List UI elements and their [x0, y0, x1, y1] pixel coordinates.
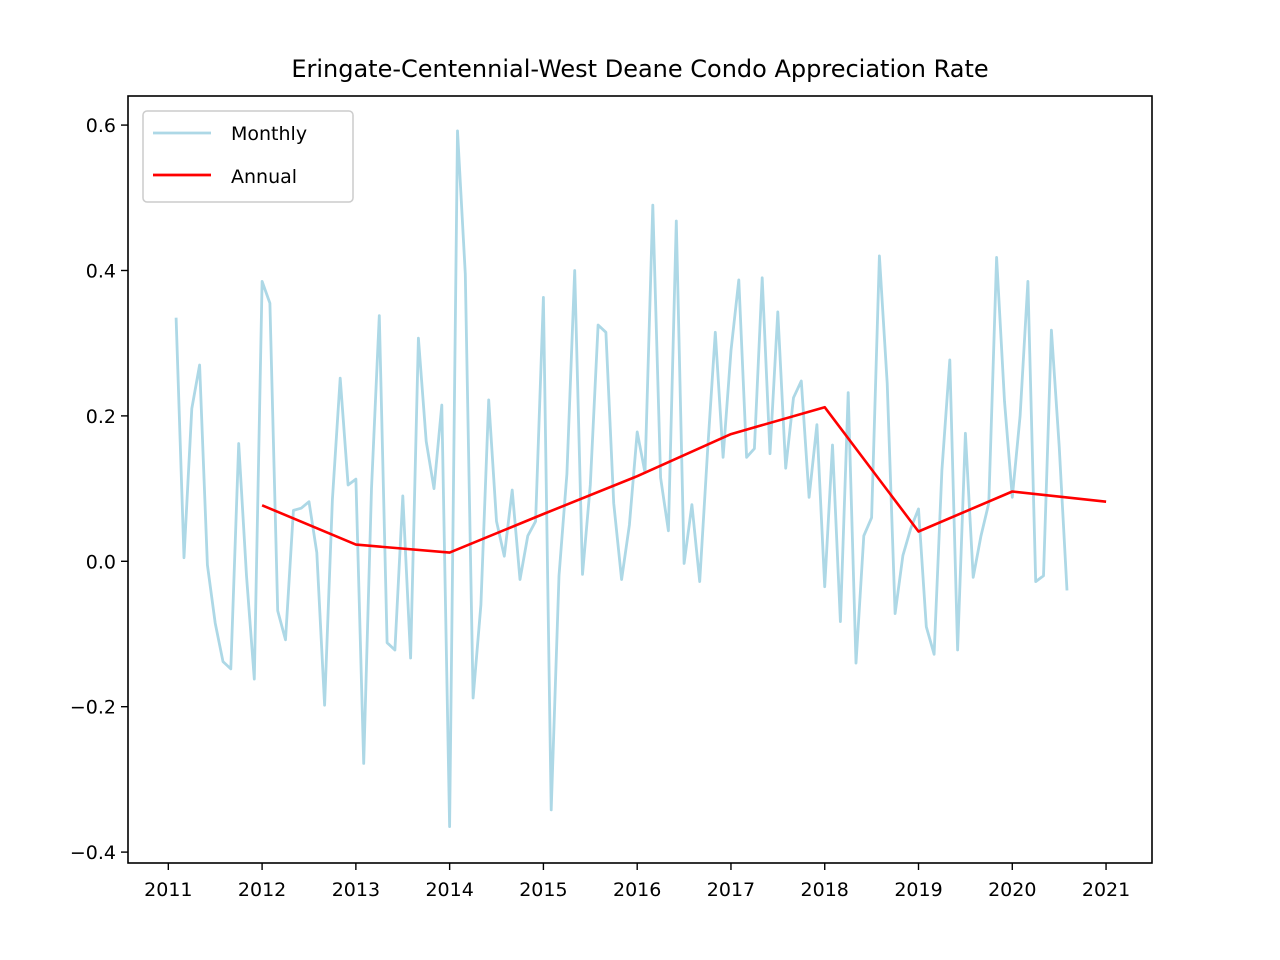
x-tick-label-2017: 2017 — [707, 879, 755, 901]
legend: Monthly Annual — [142, 110, 354, 203]
x-axis: 2011 2012 2013 2014 2015 2016 2017 2018 2019 2020… — [144, 863, 1130, 901]
x-tick-label-2013: 2013 — [332, 879, 380, 901]
legend-label-annual: Annual — [231, 166, 297, 188]
y-tick-label-2: 0.0 — [86, 551, 116, 573]
y-tick-label-1: −0.2 — [70, 697, 116, 719]
x-tick-label-2015: 2015 — [519, 879, 567, 901]
chart-title: Eringate-Centennial-West Deane Condo App… — [291, 55, 988, 83]
series-line-annual — [261, 405, 1107, 554]
x-tick-label-2020: 2020 — [988, 879, 1036, 901]
y-tick-label-4: 0.4 — [86, 260, 116, 282]
plot-frame — [127, 95, 1153, 864]
y-tick-label-0: −0.4 — [70, 842, 116, 864]
x-tick-label-2019: 2019 — [894, 879, 942, 901]
y-axis: −0.4 −0.2 0.0 0.2 0.4 0.6 — [70, 115, 128, 864]
series-layer — [174, 129, 1107, 828]
legend-label-monthly: Monthly — [231, 123, 307, 145]
x-tick-label-2016: 2016 — [613, 879, 661, 901]
y-tick-label-3: 0.2 — [86, 406, 116, 428]
x-tick-label-2011: 2011 — [144, 879, 192, 901]
y-tick-label-5: 0.6 — [86, 115, 116, 137]
x-tick-label-2012: 2012 — [238, 879, 286, 901]
x-tick-label-2021: 2021 — [1082, 879, 1130, 901]
x-tick-label-2018: 2018 — [801, 879, 849, 901]
x-tick-label-2014: 2014 — [425, 879, 473, 901]
series-line-monthly — [174, 129, 1069, 828]
